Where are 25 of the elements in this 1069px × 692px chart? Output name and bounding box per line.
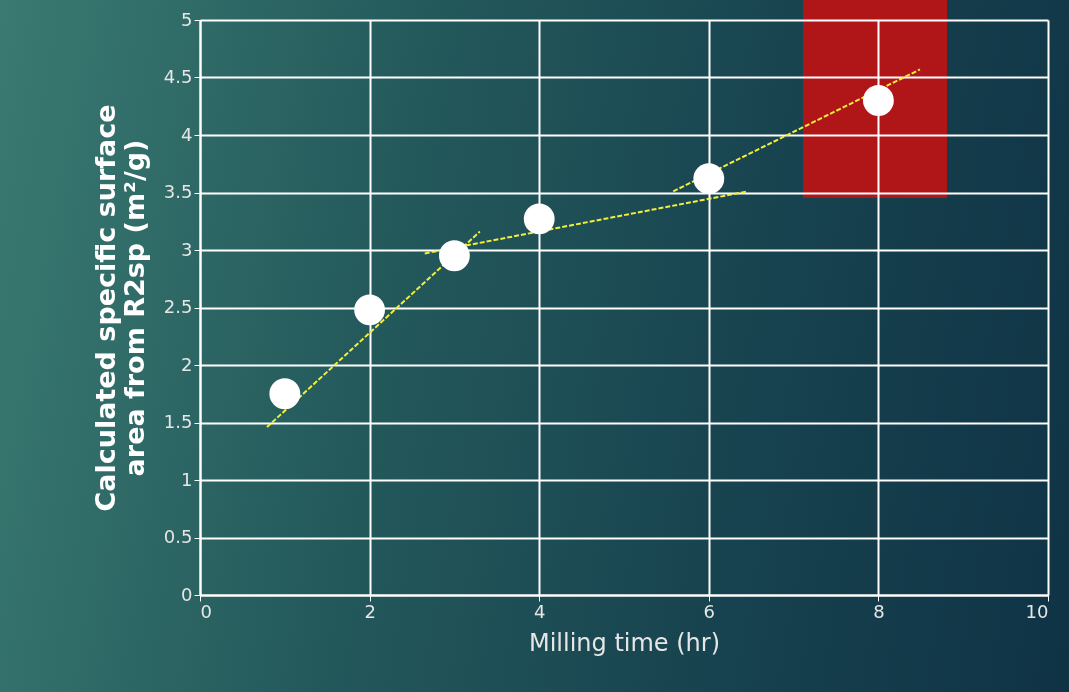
point [523, 203, 555, 235]
point [693, 163, 725, 195]
x-tick-label: 0 [200, 600, 212, 622]
y-axis-title: Calculated specific surface area from R2sp (m²/g) [89, 104, 150, 512]
x-tick-label: 2 [364, 600, 376, 622]
point [862, 85, 894, 116]
x-tick-label: 8 [873, 600, 885, 622]
y-tick-label: 2 [181, 353, 193, 375]
y-tick-label: 2.5 [163, 296, 193, 317]
y-tick-label: 3 [181, 238, 193, 260]
y-tick-label: 0 [181, 583, 193, 605]
x-tick-label: 4 [533, 600, 546, 622]
point [354, 294, 386, 326]
point [438, 240, 470, 272]
y-tick-label: 3.5 [163, 181, 193, 202]
y-tick-label: 4 [181, 123, 193, 145]
x-tick-label: 6 [703, 600, 716, 622]
y-tick-label: 0.5 [163, 526, 193, 547]
y-tick-label: 1.5 [163, 411, 193, 432]
point [269, 378, 301, 410]
y-tick-label: 5 [181, 8, 193, 30]
y-tick-label: 1 [181, 468, 193, 490]
x-axis-title: Milling time (hr) [528, 628, 721, 657]
x-tick-label: 10 [1025, 600, 1049, 622]
y-tick-label: 4.5 [163, 66, 193, 87]
